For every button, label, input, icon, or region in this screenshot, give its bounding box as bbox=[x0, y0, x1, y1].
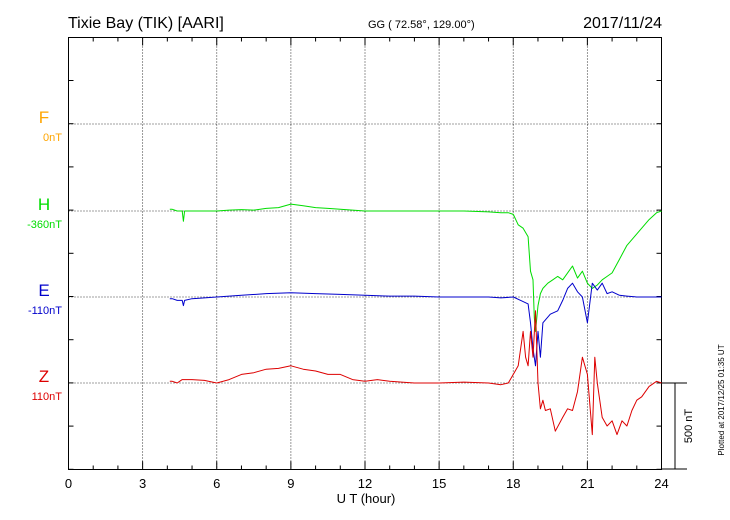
series-lines bbox=[169, 203, 662, 436]
x-tick-label: 15 bbox=[432, 476, 446, 491]
scale-bar-label: 500 nT bbox=[683, 409, 695, 444]
channel-name: F bbox=[39, 108, 49, 127]
channel-name: E bbox=[38, 281, 49, 300]
x-tick-label: 18 bbox=[506, 476, 520, 491]
scale-bar: 500 nT bbox=[662, 382, 695, 470]
series-line-Z bbox=[169, 310, 662, 436]
grid bbox=[68, 37, 662, 470]
station-title: Tixie Bay (TIK) [AARI] bbox=[68, 15, 224, 32]
x-tick-label: 24 bbox=[654, 476, 668, 491]
x-tick-label: 3 bbox=[139, 476, 146, 491]
channel-baseline-label: 110nT bbox=[32, 391, 63, 403]
coordinates-label: GG ( 72.58°, 129.00°) bbox=[368, 19, 475, 31]
x-axis: 0 3 6 9 12 15 18 21 24 bbox=[65, 37, 669, 491]
x-tick-label: 12 bbox=[358, 476, 372, 491]
channel-labels: F 0nT H -360nT E -110nT Z 110nT bbox=[27, 108, 62, 403]
x-tick-label: 21 bbox=[580, 476, 594, 491]
date-label: 2017/11/24 bbox=[583, 15, 662, 32]
x-tick-label: 6 bbox=[213, 476, 220, 491]
channel-baseline-label: -360nT bbox=[27, 219, 62, 231]
series-line-E bbox=[169, 282, 662, 367]
plotted-timestamp: Plotted at 2017/12/25 01:35 UT bbox=[717, 344, 726, 455]
x-tick-label: 0 bbox=[65, 476, 72, 491]
series-line-H bbox=[169, 203, 662, 332]
channel-name: H bbox=[38, 195, 50, 214]
channel-baseline-label: -110nT bbox=[28, 305, 62, 317]
channel-name: Z bbox=[39, 367, 49, 386]
channel-baseline-label: 0nT bbox=[43, 132, 62, 144]
x-tick-label: 9 bbox=[287, 476, 294, 491]
x-axis-title: U T (hour) bbox=[337, 491, 396, 506]
